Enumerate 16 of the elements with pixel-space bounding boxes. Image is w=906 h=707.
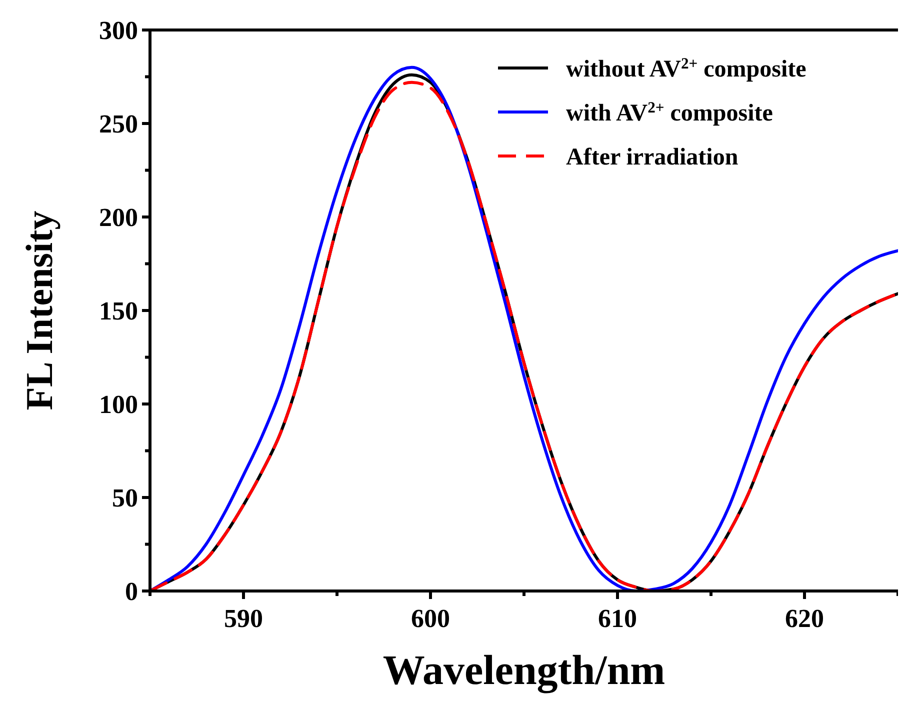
y-tick-label: 250: [99, 110, 138, 139]
x-tick-label: 600: [411, 604, 450, 633]
y-tick-label: 0: [125, 577, 138, 606]
legend-label: with AV$^{2+}$ composite: [566, 98, 774, 126]
legend-label: without AV$^{2+}$ composite: [566, 54, 807, 82]
y-tick-label: 300: [99, 16, 138, 46]
y-tick-label: 50: [112, 484, 138, 513]
y-axis-title: FL Intensity: [19, 210, 61, 410]
x-tick-label: 620: [785, 604, 824, 633]
x-axis-title: Wavelength/nm: [382, 648, 666, 694]
x-tick-label: 590: [224, 604, 263, 633]
y-tick-label: 100: [99, 390, 138, 420]
y-tick-label: 200: [99, 203, 138, 232]
x-tick-label: 610: [598, 604, 637, 633]
legend-label: After irradiation: [566, 144, 738, 170]
y-tick-label: 150: [99, 296, 138, 326]
